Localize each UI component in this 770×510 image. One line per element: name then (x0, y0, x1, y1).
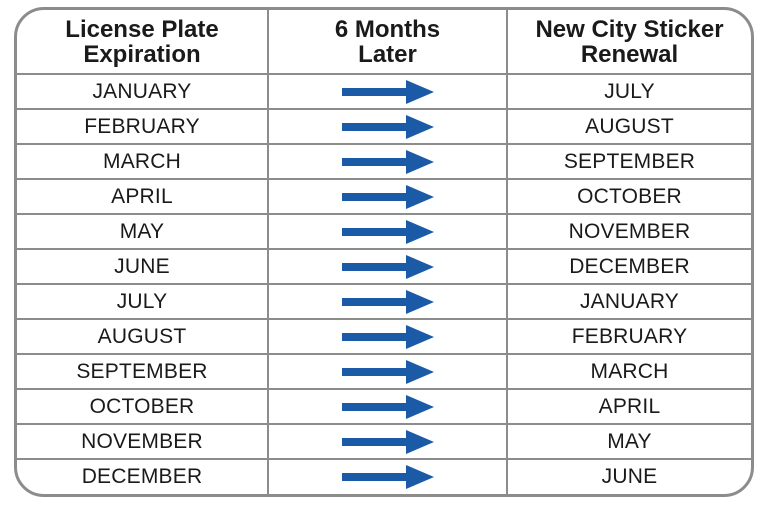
renewal-month-cell: APRIL (506, 388, 751, 425)
renewal-month-cell: NOVEMBER (506, 213, 751, 250)
arrow-cell (267, 248, 508, 285)
arrow-right-icon (341, 114, 434, 139)
arrow-cell (267, 458, 508, 494)
table-row: MARCH SEPTEMBER (17, 143, 751, 180)
arrow-right-icon (341, 79, 434, 104)
arrow-right-icon (341, 219, 434, 244)
table-row: MAY NOVEMBER (17, 213, 751, 250)
expiration-month-cell: APRIL (17, 178, 269, 215)
table-row: JULY JANUARY (17, 283, 751, 320)
expiration-month-cell: JUNE (17, 248, 269, 285)
arrow-cell (267, 178, 508, 215)
table-row: NOVEMBER MAY (17, 423, 751, 460)
renewal-month-cell: MARCH (506, 353, 751, 390)
table-row: DECEMBER JUNE (17, 458, 751, 494)
table-row: SEPTEMBER MARCH (17, 353, 751, 390)
table-row: JUNE DECEMBER (17, 248, 751, 285)
header-line: Expiration (83, 40, 201, 68)
expiration-month-cell: MAY (17, 213, 269, 250)
arrow-cell (267, 108, 508, 145)
expiration-month-cell: AUGUST (17, 318, 269, 355)
expiration-month-cell: OCTOBER (17, 388, 269, 425)
arrow-cell (267, 143, 508, 180)
renewal-month-cell: JUNE (506, 458, 751, 494)
header-line: License Plate (65, 15, 219, 43)
arrow-right-icon (341, 324, 434, 349)
header-six-months-later: 6 Months Later (267, 10, 508, 75)
arrow-cell (267, 423, 508, 460)
arrow-right-icon (341, 465, 434, 489)
renewal-month-cell: JANUARY (506, 283, 751, 320)
header-line: Later (358, 40, 417, 68)
arrow-cell (267, 353, 508, 390)
table-row: OCTOBER APRIL (17, 388, 751, 425)
arrow-cell (267, 388, 508, 425)
renewal-month-cell: JULY (506, 73, 751, 110)
arrow-cell (267, 73, 508, 110)
expiration-month-cell: DECEMBER (17, 458, 269, 494)
header-line: Renewal (580, 40, 679, 68)
arrow-right-icon (341, 429, 434, 454)
table-row: AUGUST FEBRUARY (17, 318, 751, 355)
table-row: APRIL OCTOBER (17, 178, 751, 215)
arrow-cell (267, 213, 508, 250)
arrow-right-icon (341, 359, 434, 384)
header-line: New City Sticker (535, 15, 724, 43)
table-row: JANUARY JULY (17, 73, 751, 110)
table-row: FEBRUARY AUGUST (17, 108, 751, 145)
arrow-right-icon (341, 184, 434, 209)
renewal-schedule-table-frame: License Plate Expiration 6 Months Later … (14, 7, 754, 497)
renewal-schedule-table: License Plate Expiration 6 Months Later … (17, 10, 751, 494)
renewal-month-cell: FEBRUARY (506, 318, 751, 355)
expiration-month-cell: NOVEMBER (17, 423, 269, 460)
expiration-month-cell: JANUARY (17, 73, 269, 110)
header-license-plate-expiration: License Plate Expiration (17, 10, 269, 75)
expiration-month-cell: FEBRUARY (17, 108, 269, 145)
expiration-month-cell: SEPTEMBER (17, 353, 269, 390)
arrow-right-icon (341, 149, 434, 174)
arrow-cell (267, 318, 508, 355)
arrow-right-icon (341, 289, 434, 314)
arrow-right-icon (341, 394, 434, 419)
renewal-month-cell: OCTOBER (506, 178, 751, 215)
header-line: 6 Months (334, 15, 441, 43)
arrow-cell (267, 283, 508, 320)
header-row: License Plate Expiration 6 Months Later … (17, 10, 751, 75)
expiration-month-cell: JULY (17, 283, 269, 320)
table-body: JANUARY JULY FEBRUARY AUGUST MARCH SEPTEMBER A… (17, 73, 751, 494)
renewal-month-cell: SEPTEMBER (506, 143, 751, 180)
arrow-right-icon (341, 254, 434, 279)
renewal-month-cell: MAY (506, 423, 751, 460)
renewal-month-cell: DECEMBER (506, 248, 751, 285)
expiration-month-cell: MARCH (17, 143, 269, 180)
header-new-city-sticker-renewal: New City Sticker Renewal (506, 10, 751, 75)
renewal-month-cell: AUGUST (506, 108, 751, 145)
